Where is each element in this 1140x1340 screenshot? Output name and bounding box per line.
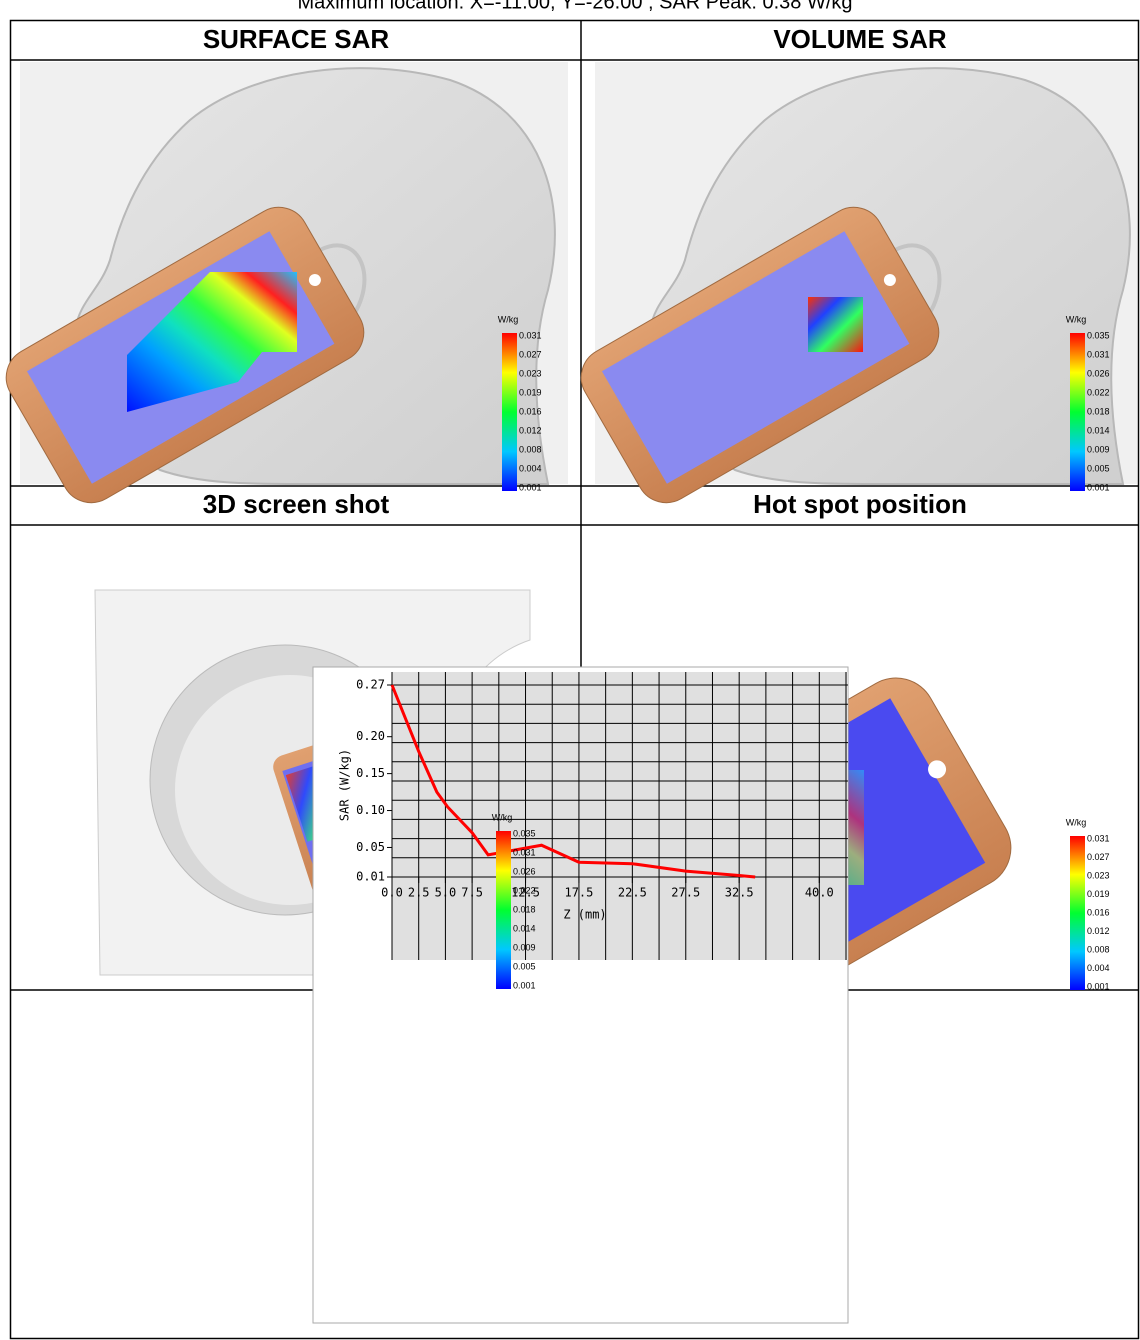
colorbar-label: 0.014 — [513, 923, 536, 933]
y-tick-label: 0.05 — [356, 840, 385, 854]
colorbar-label: 0.031 — [519, 330, 542, 340]
colorbar-label: 0.012 — [1087, 926, 1110, 936]
x-tick-label: 7.5 — [461, 886, 483, 900]
colorbar: W/kg0.035 0.031 0.026 0.022 0.018 0.014 0.009 0… — [492, 812, 536, 990]
colorbar-label: 0.008 — [1087, 944, 1110, 954]
y-tick-label: 0.01 — [356, 870, 385, 884]
colorbar-label: 0.031 — [513, 847, 536, 857]
x-tick-label: 5.0 — [435, 886, 457, 900]
surface-sar-image — [5, 62, 568, 504]
colorbar-unit: W/kg — [1066, 314, 1087, 324]
x-tick-label: 0.0 — [381, 886, 403, 900]
panel-title: 3D screen shot — [203, 489, 390, 519]
colorbar-label: 0.022 — [513, 885, 536, 895]
data-line — [390, 684, 756, 879]
panel-title: SURFACE SAR — [203, 24, 390, 54]
colorbar-label: 0.005 — [1087, 463, 1110, 473]
colorbar-label: 0.001 — [519, 482, 542, 492]
colorbar: W/kg0.031 0.027 0.023 0.019 0.016 0.012 0.008 0… — [498, 314, 542, 492]
colorbar-label: 0.016 — [1087, 907, 1110, 917]
x-tick-label: 12.5 — [511, 886, 540, 900]
colorbar-unit: W/kg — [1066, 817, 1087, 827]
x-tick-label: 17.5 — [564, 886, 593, 900]
colorbar-label: 0.035 — [513, 828, 536, 838]
colorbar-label: 0.031 — [1087, 833, 1110, 843]
y-axis-label: SAR (W/kg) — [338, 749, 352, 821]
colorbar-label: 0.009 — [513, 942, 536, 952]
colorbar-label: 0.009 — [1087, 444, 1110, 454]
colorbar-label: 0.004 — [519, 463, 542, 473]
colorbar-label: 0.014 — [1087, 425, 1110, 435]
colorbar-label: 0.004 — [1087, 963, 1110, 973]
colorbar-label: 0.008 — [519, 444, 542, 454]
colorbar-label: 0.026 — [1087, 368, 1110, 378]
x-tick-label: 32.5 — [725, 886, 754, 900]
y-tick-label: 0.15 — [356, 766, 385, 780]
colorbar-label: 0.027 — [1087, 852, 1110, 862]
y-tick-label: 0.20 — [356, 729, 385, 743]
colorbar-label: 0.001 — [1087, 482, 1110, 492]
colorbar-label: 0.012 — [519, 425, 542, 435]
colorbar-label: 0.018 — [1087, 406, 1110, 416]
x-axis-label: Z (mm) — [563, 908, 606, 922]
line-chart: 0.27 0.20 0.15 0.10 0.05 0.01 0.0 2.5 5.0 7.5 12.5… — [338, 672, 848, 960]
colorbar-label: 0.001 — [1087, 981, 1110, 991]
colorbar-label: 0.005 — [513, 961, 536, 971]
header-text: Maximum location: X=-11.00, Y=-26.00 ; S… — [297, 0, 852, 13]
panel-title: Hot spot position — [753, 489, 967, 519]
volume-sar-image — [580, 62, 1137, 504]
x-tick-label: 2.5 — [408, 886, 430, 900]
plot-area — [392, 672, 848, 960]
y-tick-label: 0.10 — [356, 803, 385, 817]
colorbar-label: 0.035 — [1087, 330, 1110, 340]
colorbar-unit: W/kg — [498, 314, 519, 324]
colorbar-scale — [496, 831, 511, 989]
colorbar-scale — [502, 333, 517, 491]
colorbar-label: 0.019 — [1087, 889, 1110, 899]
colorbar-scale — [1070, 333, 1085, 491]
colorbar-label: 0.001 — [513, 980, 536, 990]
colorbar-label: 0.023 — [1087, 870, 1110, 880]
colorbar-label: 0.031 — [1087, 349, 1110, 359]
colorbar-label: 0.019 — [519, 387, 542, 397]
y-tick-label: 0.27 — [356, 678, 385, 692]
colorbar: W/kg0.031 0.027 0.023 0.019 0.016 0.012 0.008 0… — [1066, 817, 1110, 991]
colorbar-label: 0.026 — [513, 866, 536, 876]
x-tick-label: 22.5 — [618, 886, 647, 900]
colorbar-label: 0.018 — [513, 904, 536, 914]
colorbar-label: 0.027 — [519, 349, 542, 359]
colorbar-label: 0.022 — [1087, 387, 1110, 397]
panel-title: VOLUME SAR — [773, 24, 947, 54]
x-tick-label: 27.5 — [671, 886, 700, 900]
colorbar-scale — [1070, 836, 1085, 990]
x-tick-label: 40.0 — [805, 886, 834, 900]
colorbar: W/kg0.035 0.031 0.026 0.022 0.018 0.014 0.009 0… — [1066, 314, 1110, 492]
colorbar-label: 0.016 — [519, 406, 542, 416]
colorbar-label: 0.023 — [519, 368, 542, 378]
colorbar-unit: W/kg — [492, 812, 513, 822]
